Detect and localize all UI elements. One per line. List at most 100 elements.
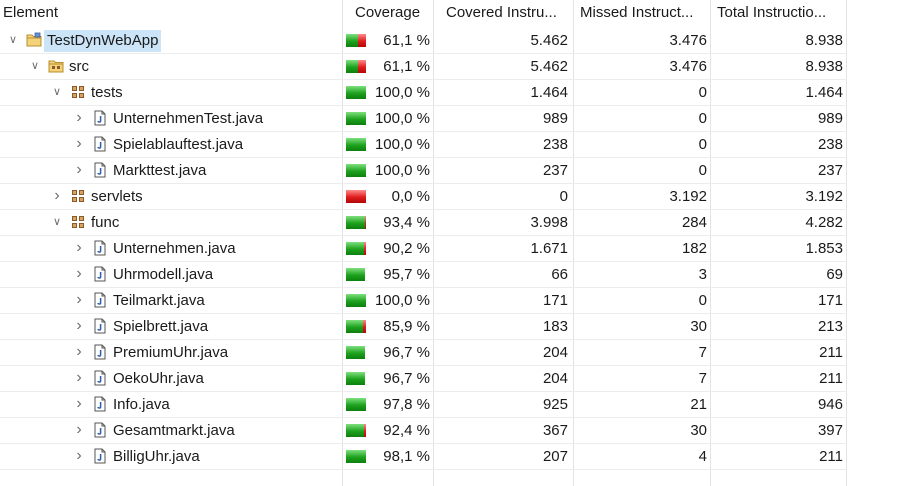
tree-row[interactable]: › Markttest.java 100,0 % 237 0 237 [0,158,923,184]
column-header-coverage[interactable]: Coverage [355,4,421,21]
java-file-icon [92,344,108,360]
expand-chevron-icon[interactable]: › [76,265,82,282]
element-name[interactable]: PremiumUhr.java [113,344,229,361]
total-instructions-value: 8.938 [805,58,843,75]
tree-row[interactable]: › Gesamtmarkt.java 92,4 % 367 30 397 [0,418,923,444]
tree-row[interactable]: ∨ TestDynWebApp 61,1 % 5.462 3.476 8.938 [0,28,923,54]
missed-instructions-value: 4 [698,448,707,465]
tree-row[interactable]: › Unternehmen.java 90,2 % 1.671 182 1.853 [0,236,923,262]
total-instructions-value: 3.192 [805,188,843,205]
coverage-bar-covered [346,450,366,463]
java-file-icon [92,422,108,438]
element-name[interactable]: servlets [91,188,143,205]
expand-chevron-icon[interactable]: › [54,187,60,204]
tree-row[interactable]: › Spielbrett.java 85,9 % 183 30 213 [0,314,923,340]
element-name[interactable]: OekoUhr.java [113,370,204,387]
expand-chevron-icon[interactable]: › [76,447,82,464]
expand-chevron-icon[interactable]: › [76,161,82,178]
coverage-value: 90,2 % [383,240,430,257]
coverage-bar-covered [346,216,365,229]
expand-chevron-icon[interactable]: › [76,291,82,308]
covered-instructions-value: 204 [542,344,568,361]
column-header-covered-instructions[interactable]: Covered Instru... [446,4,557,21]
covered-instructions-value: 237 [542,162,568,179]
element-name[interactable]: Teilmarkt.java [113,292,205,309]
missed-instructions-value: 284 [681,214,707,231]
coverage-bar [346,242,366,255]
coverage-bar-covered [346,346,365,359]
missed-instructions-value: 0 [698,84,707,101]
package-icon [70,84,86,100]
coverage-bar-covered [346,138,366,151]
coverage-value: 61,1 % [383,32,430,49]
column-header-total-instructions[interactable]: Total Instructio... [717,4,827,21]
coverage-bar [346,372,366,385]
covered-instructions-value: 207 [542,448,568,465]
collapse-chevron-icon[interactable]: ∨ [8,34,18,46]
tree-row[interactable]: › OekoUhr.java 96,7 % 204 7 211 [0,366,923,392]
project-folder-icon [26,32,42,48]
coverage-bar [346,346,366,359]
tree-row[interactable]: ∨ func 93,4 % 3.998 284 4.282 [0,210,923,236]
coverage-bar [346,424,366,437]
missed-instructions-value: 21 [690,396,707,413]
coverage-bar [346,112,366,125]
expand-chevron-icon[interactable]: › [76,109,82,126]
element-name[interactable]: Uhrmodell.java [113,266,214,283]
row-divider [0,105,847,106]
collapse-chevron-icon[interactable]: ∨ [52,86,62,98]
column-header-missed-instructions[interactable]: Missed Instruct... [580,4,694,21]
collapse-chevron-icon[interactable]: ∨ [52,216,62,228]
coverage-value: 93,4 % [383,214,430,231]
column-divider [342,0,343,486]
coverage-value: 100,0 % [374,162,430,179]
coverage-bar [346,294,366,307]
element-name[interactable]: Info.java [113,396,170,413]
coverage-bar [346,138,366,151]
row-divider [0,157,847,158]
tree-row[interactable]: ∨ tests 100,0 % 1.464 0 1.464 [0,80,923,106]
element-name[interactable]: Gesamtmarkt.java [113,422,235,439]
tree-row[interactable]: › PremiumUhr.java 96,7 % 204 7 211 [0,340,923,366]
total-instructions-value: 397 [817,422,843,439]
total-instructions-value: 213 [817,318,843,335]
element-name[interactable]: Spielablauftest.java [113,136,244,153]
tree-row[interactable]: › Info.java 97,8 % 925 21 946 [0,392,923,418]
element-name[interactable]: tests [91,84,123,101]
expand-chevron-icon[interactable]: › [76,317,82,334]
expand-chevron-icon[interactable]: › [76,135,82,152]
tree-row[interactable]: › servlets 0,0 % 0 3.192 3.192 [0,184,923,210]
tree-row[interactable]: › BilligUhr.java 98,1 % 207 4 211 [0,444,923,470]
element-name[interactable]: BilligUhr.java [113,448,200,465]
row-divider [0,417,847,418]
column-header-element[interactable]: Element [3,4,59,21]
coverage-value: 100,0 % [374,110,430,127]
coverage-bar-covered [346,60,358,73]
java-file-icon [92,396,108,412]
expand-chevron-icon[interactable]: › [76,421,82,438]
collapse-chevron-icon[interactable]: ∨ [30,60,40,72]
element-name[interactable]: Unternehmen.java [113,240,236,257]
expand-chevron-icon[interactable]: › [76,343,82,360]
tree-row[interactable]: › Uhrmodell.java 95,7 % 66 3 69 [0,262,923,288]
element-name[interactable]: func [91,214,120,231]
tree-row[interactable]: › Spielablauftest.java 100,0 % 238 0 238 [0,132,923,158]
java-file-icon [92,448,108,464]
element-name[interactable]: Markttest.java [113,162,207,179]
total-instructions-value: 8.938 [805,32,843,49]
tree-row[interactable]: › Teilmarkt.java 100,0 % 171 0 171 [0,288,923,314]
tree-row[interactable]: ∨ src 61,1 % 5.462 3.476 8.938 [0,54,923,80]
expand-chevron-icon[interactable]: › [76,239,82,256]
total-instructions-value: 69 [826,266,843,283]
row-divider [0,261,847,262]
element-name[interactable]: UnternehmenTest.java [113,110,264,127]
tree-row[interactable]: › UnternehmenTest.java 100,0 % 989 0 989 [0,106,923,132]
expand-chevron-icon[interactable]: › [76,369,82,386]
coverage-bar-missed [364,424,366,437]
expand-chevron-icon[interactable]: › [76,395,82,412]
column-divider [846,0,847,486]
element-name[interactable]: TestDynWebApp [44,30,162,52]
element-name[interactable]: Spielbrett.java [113,318,209,335]
element-name[interactable]: src [69,58,89,75]
coverage-bar [346,190,366,203]
